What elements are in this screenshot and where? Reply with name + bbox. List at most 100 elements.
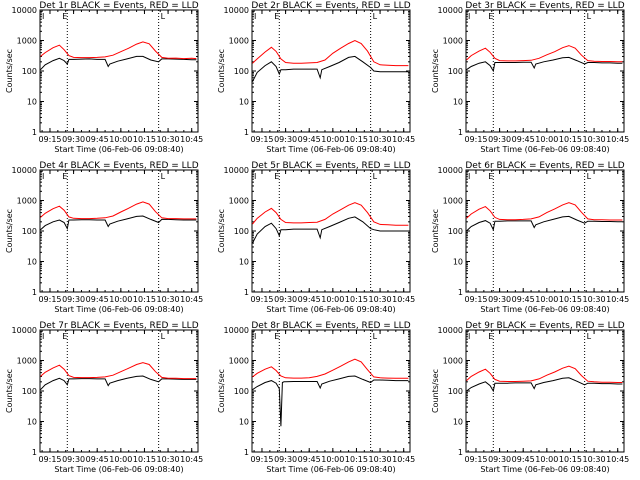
- x-tick-label: 10:15: [559, 295, 582, 304]
- y-tick-label: 100: [448, 227, 463, 236]
- x-tick-label: 10:30: [369, 455, 392, 464]
- x-tick-label: 09:15: [38, 295, 61, 304]
- x-tick-label: 10:00: [321, 135, 344, 144]
- y-axis-label: Counts/sec: [431, 369, 440, 413]
- x-tick-label: 10:30: [583, 295, 606, 304]
- y-tick-label: 10000: [438, 326, 463, 335]
- series-events-line: [466, 377, 623, 393]
- legend-mark: L: [587, 12, 592, 21]
- y-tick-label: 100: [234, 387, 249, 396]
- plot-frame: [251, 329, 411, 453]
- x-tick-label: 09:15: [464, 295, 487, 304]
- y-axis-label: Counts/sec: [431, 209, 440, 253]
- legend-mark: E: [62, 332, 67, 341]
- legend-mark: E: [274, 332, 279, 341]
- x-tick-label: 09:45: [512, 295, 535, 304]
- y-axis-label: Counts/sec: [431, 49, 440, 93]
- plot-frame: [39, 329, 199, 453]
- y-tick-label: 10000: [438, 166, 463, 175]
- series-lld-line: [40, 41, 197, 60]
- x-tick-label: 10:45: [606, 135, 629, 144]
- series-events-line: [40, 55, 197, 71]
- panel-title: Det 3r BLACK = Events, RED = LLD: [465, 1, 624, 11]
- y-tick-label: 1: [458, 128, 463, 137]
- legend-mark: L: [161, 332, 166, 341]
- legend-mark: I: [254, 12, 256, 21]
- series-events-line: [40, 375, 197, 391]
- legend-mark: L: [373, 332, 378, 341]
- y-tick-label: 100: [22, 227, 37, 236]
- x-tick-label: 09:45: [298, 455, 321, 464]
- y-tick-label: 1000: [229, 357, 249, 366]
- x-tick-label: 10:45: [180, 135, 203, 144]
- x-tick-label: 10:15: [133, 455, 156, 464]
- x-tick-label: 10:00: [321, 455, 344, 464]
- y-axis-label: Counts/sec: [217, 49, 226, 93]
- plot-frame: [465, 9, 625, 133]
- x-tick-label: 10:30: [157, 295, 180, 304]
- panel-title: Det 2r BLACK = Events, RED = LLD: [251, 1, 410, 11]
- legend-mark: I: [468, 332, 470, 341]
- x-axis-label: Start Time (06-Feb-06 09:08:40): [266, 305, 395, 314]
- x-tick-label: 10:45: [180, 295, 203, 304]
- y-tick-label: 10000: [224, 326, 249, 335]
- legend-mark: L: [373, 12, 378, 21]
- series-lld-line: [252, 358, 409, 379]
- series-lld-line: [466, 365, 623, 383]
- y-tick-label: 100: [448, 387, 463, 396]
- panel-title: Det 4r BLACK = Events, RED = LLD: [39, 161, 198, 171]
- x-tick-label: 10:30: [583, 455, 606, 464]
- x-tick-label: 09:30: [62, 295, 85, 304]
- x-tick-label: 10:15: [133, 295, 156, 304]
- x-tick-label: 10:00: [535, 295, 558, 304]
- x-tick-label: 09:30: [488, 455, 511, 464]
- legend-mark: I: [468, 172, 470, 181]
- x-tick-label: 10:00: [535, 455, 558, 464]
- x-tick-label: 10:30: [583, 135, 606, 144]
- legend-mark: E: [62, 172, 67, 181]
- y-tick-label: 10000: [224, 166, 249, 175]
- legend-mark: I: [468, 12, 470, 21]
- y-axis-label: Counts/sec: [5, 209, 14, 253]
- detector-panel-9: Det 9r BLACK = Events, RED = LLD 1 10 100 10…: [431, 321, 629, 474]
- y-tick-label: 10: [239, 258, 249, 267]
- x-axis-label: Start Time (06-Feb-06 09:08:40): [480, 305, 609, 314]
- x-axis-label: Start Time (06-Feb-06 09:08:40): [54, 465, 183, 474]
- y-tick-label: 100: [234, 67, 249, 76]
- x-tick-label: 09:45: [86, 135, 109, 144]
- series-events-line: [252, 216, 409, 244]
- x-tick-label: 10:30: [157, 455, 180, 464]
- detector-panel-5: Det 5r BLACK = Events, RED = LLD 1 10 100 10…: [217, 161, 415, 314]
- detector-panel-4: Det 4r BLACK = Events, RED = LLD 1 10 100 10…: [5, 161, 203, 314]
- series-lld-line: [466, 202, 623, 221]
- y-axis-label: Counts/sec: [5, 49, 14, 93]
- panel-title: Det 9r BLACK = Events, RED = LLD: [465, 321, 624, 331]
- legend-mark: I: [254, 172, 256, 181]
- x-tick-label: 10:45: [180, 455, 203, 464]
- series-lld-line: [40, 201, 197, 220]
- y-tick-label: 10: [27, 418, 37, 427]
- y-tick-label: 100: [22, 387, 37, 396]
- y-tick-label: 10: [453, 98, 463, 107]
- x-tick-label: 10:00: [109, 135, 132, 144]
- y-tick-label: 1: [32, 288, 37, 297]
- y-tick-label: 10: [239, 418, 249, 427]
- series-lld-line: [466, 45, 623, 63]
- y-tick-label: 10: [453, 418, 463, 427]
- x-tick-label: 10:45: [606, 295, 629, 304]
- x-axis-label: Start Time (06-Feb-06 09:08:40): [480, 145, 609, 154]
- detector-panel-8: Det 8r BLACK = Events, RED = LLD 1 10 100 10…: [217, 321, 415, 474]
- y-tick-label: 1: [458, 288, 463, 297]
- x-tick-label: 09:45: [512, 455, 535, 464]
- x-tick-label: 10:00: [109, 455, 132, 464]
- x-tick-label: 09:30: [488, 135, 511, 144]
- series-events-line: [252, 375, 409, 427]
- x-tick-label: 09:15: [250, 135, 273, 144]
- y-tick-label: 1000: [443, 37, 463, 46]
- legend-mark: E: [488, 172, 493, 181]
- y-tick-label: 100: [234, 227, 249, 236]
- detector-panel-7: Det 7r BLACK = Events, RED = LLD 1 10 100 10…: [5, 321, 203, 474]
- x-tick-label: 10:15: [559, 455, 582, 464]
- y-tick-label: 100: [22, 67, 37, 76]
